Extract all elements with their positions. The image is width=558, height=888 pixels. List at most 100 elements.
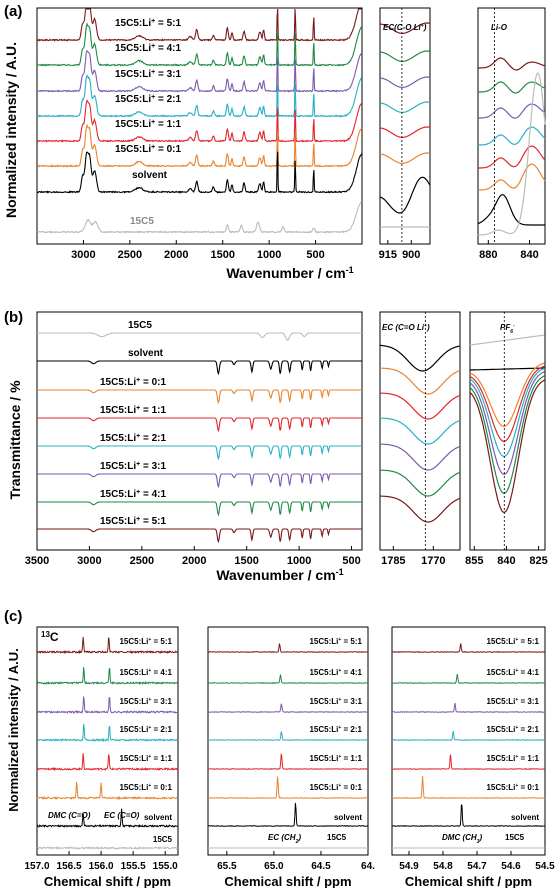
series-label-solvent: solvent [144, 813, 172, 822]
series-line-0:1 [469, 362, 545, 428]
series-line-5:1 [207, 643, 369, 653]
x-tick-label: 1000 [257, 249, 281, 261]
series-line-2:1 [380, 101, 431, 113]
series-line-0:1 [380, 152, 431, 164]
series-line-3:1 [36, 696, 179, 715]
series-label-0:1: 15C5:Li+ = 0:1 [309, 783, 362, 792]
series-line-0:1 [391, 775, 546, 799]
series-line-3:1 [469, 371, 545, 476]
y-axis-label-c: Normalized intensity / A.U. [6, 648, 21, 812]
series-line-0:1 [37, 389, 362, 405]
series-label-15C5: 15C5 [153, 835, 173, 844]
series-label-0:1: 15C5:Li+ = 0:1 [115, 144, 182, 156]
x-tick-label: 855 [465, 555, 483, 567]
series-line-15C5 [478, 72, 546, 236]
series-line-1:1 [380, 392, 461, 420]
plot-frame-b-ec [379, 311, 461, 551]
series-label-5:1: 15C5:Li+ = 5:1 [309, 637, 362, 646]
x-tick-label: 54.7 [467, 861, 487, 872]
series-label-5:1: 15C5:Li+ = 5:1 [100, 516, 167, 528]
x-tick-label: 500 [342, 555, 360, 567]
series-line-2:1 [207, 731, 369, 741]
series-line-0:1 [36, 123, 363, 168]
series-line-3:1 [37, 473, 362, 489]
series-label-3:1: 15C5:Li+ = 3:1 [115, 69, 182, 81]
series-line-3:1 [391, 702, 546, 713]
x-tick-label: 3000 [77, 555, 101, 567]
annotation: PF6- [500, 323, 515, 335]
x-axis-label-c: Chemical shift / ppm [44, 874, 171, 888]
series-line-solvent [379, 176, 431, 214]
x-tick-label: 1770 [421, 555, 445, 567]
series-line-2:1 [36, 74, 363, 118]
series-label-3:1: 15C5:Li+ = 3:1 [100, 461, 167, 473]
x-tick-label: 2000 [164, 249, 188, 261]
x-tick-label: 500 [306, 249, 324, 261]
series-line-4:1 [36, 667, 179, 686]
annotation: 15C5 [327, 833, 347, 842]
series-line-4:1 [37, 501, 362, 517]
series-line-5:1 [392, 643, 546, 653]
series-line-2:1 [391, 730, 545, 742]
x-tick-label: 3000 [71, 249, 95, 261]
x-tick-label: 915 [379, 249, 397, 261]
annotation: EC (CH2) [268, 833, 301, 845]
panel-label-b: (b) [4, 309, 23, 326]
series-line-5:1 [380, 22, 431, 34]
x-axis-label-c: Chemical shift / ppm [224, 874, 351, 888]
series-label-0:1: 15C5:Li+ = 0:1 [119, 783, 172, 792]
series-label-1:1: 15C5:Li+ = 1:1 [309, 754, 362, 763]
series-label-2:1: 15C5:Li+ = 2:1 [486, 725, 539, 734]
series-line-5:1 [380, 495, 461, 523]
annotation: Li-O [491, 23, 508, 32]
x-tick-label: 65.5 [217, 861, 237, 872]
annotation: EC (C=O) [104, 811, 140, 820]
x-tick-label: 65.0 [264, 861, 284, 872]
series-line-2:1 [469, 367, 545, 458]
series-line-2:1 [37, 723, 179, 743]
series-label-5:1: 15C5:Li+ = 5:1 [115, 18, 182, 30]
series-label-solvent: solvent [128, 348, 164, 359]
x-axis-label-c: Chemical shift / ppm [405, 874, 532, 888]
series-line-2:1 [478, 126, 546, 146]
series-line-4:1 [207, 674, 369, 684]
series-line-2:1 [37, 445, 362, 461]
series-line-3:1 [380, 443, 461, 471]
series-group-a-main [36, 8, 363, 234]
series-label-4:1: 15C5:Li+ = 4:1 [100, 489, 167, 501]
series-label-0:1: 15C5:Li+ = 0:1 [100, 377, 167, 389]
x-tick-label: 64.5 [311, 861, 331, 872]
series-line-4:1 [469, 375, 545, 495]
annotation: EC(C-O Li+) [383, 23, 427, 32]
x-tick-label: 2000 [182, 555, 206, 567]
plot-frame-b-pf6 [469, 311, 546, 551]
x-tick-label: 2500 [130, 555, 154, 567]
panel-label-a: (a) [4, 3, 22, 20]
series-line-0:1 [380, 367, 461, 395]
annotation: EC (C=O Li+) [382, 323, 430, 332]
x-tick-label: 1500 [234, 555, 258, 567]
annotation: DMC (C=O) [48, 811, 91, 820]
series-line-0:1 [207, 776, 369, 800]
series-label-1:1: 15C5:Li+ = 1:1 [486, 754, 539, 763]
series-line-1:1 [36, 99, 363, 143]
series-line-solvent [477, 194, 545, 226]
series-label-1:1: 15C5:Li+ = 1:1 [100, 405, 167, 417]
series-line-5:1 [36, 8, 362, 42]
series-line-5:1 [37, 528, 362, 544]
series-label-solvent: solvent [334, 813, 362, 822]
series-line-solvent [380, 344, 461, 372]
series-line-3:1 [478, 103, 546, 119]
plot-frame-b-main [36, 311, 363, 551]
series-line-1:1 [391, 754, 545, 770]
series-label-1:1: 15C5:Li+ = 1:1 [119, 754, 172, 763]
x-tick-label: 157.0 [24, 861, 49, 872]
series-line-1:1 [380, 126, 431, 138]
series-line-5:1 [478, 57, 546, 71]
series-line-4:1 [380, 469, 461, 497]
plot-frame-c-0 [36, 626, 179, 856]
series-line-15C5 [36, 846, 179, 850]
series-label-2:1: 15C5:Li+ = 2:1 [100, 433, 167, 445]
x-tick-label: 1000 [287, 555, 311, 567]
x-tick-label: 155.0 [153, 861, 178, 872]
